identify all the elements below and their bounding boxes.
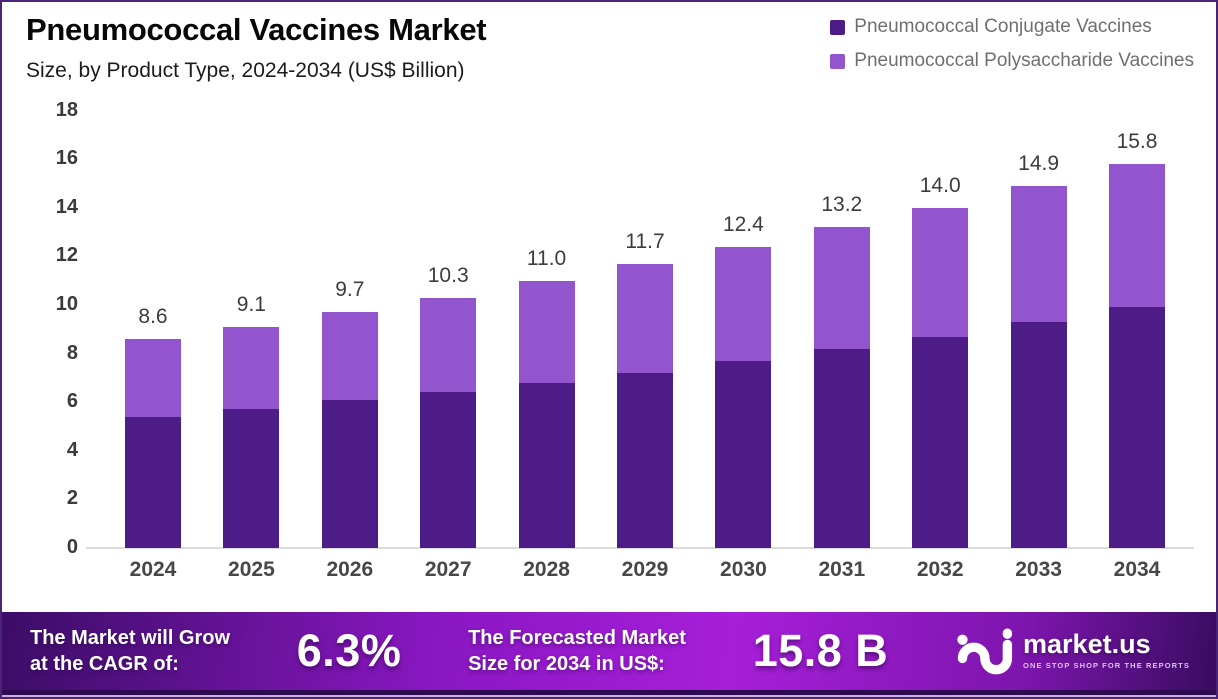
x-axis-label-2028: 2028 bbox=[523, 558, 570, 581]
bar-segment-polysaccharide-2029 bbox=[617, 263, 673, 374]
bar-group-2024 bbox=[125, 339, 181, 548]
cagr-label-line2: at the CAGR of: bbox=[30, 652, 179, 675]
chart-subtitle: Size, by Product Type, 2024-2034 (US$ Bi… bbox=[26, 59, 465, 82]
x-axis-label-2029: 2029 bbox=[621, 558, 669, 581]
bar-segment-conjugate-2024 bbox=[125, 416, 181, 548]
bar-group-2027 bbox=[420, 297, 477, 548]
bar-segment-conjugate-2029 bbox=[617, 373, 673, 548]
y-axis-tick-18: 18 bbox=[55, 98, 78, 121]
x-axis-label-2027: 2027 bbox=[424, 558, 472, 581]
legend: Pneumococcal Conjugate Vaccines Pneumoco… bbox=[830, 16, 1194, 72]
brand-text: market.us ONE STOP SHOP FOR THE REPORTS bbox=[1023, 629, 1190, 671]
bar-group-2031 bbox=[813, 227, 870, 548]
y-axis-tick-2: 2 bbox=[66, 487, 78, 510]
x-axis-label-2032: 2032 bbox=[916, 558, 964, 581]
bar-segment-polysaccharide-2031 bbox=[813, 227, 870, 349]
cagr-label: The Market will Grow at the CAGR of: bbox=[30, 625, 230, 677]
bar-segment-conjugate-2026 bbox=[321, 399, 378, 548]
total-label-2026: 9.7 bbox=[335, 278, 365, 302]
bar-segment-polysaccharide-2024 bbox=[125, 339, 181, 417]
market-us-brand: market.us ONE STOP SHOP FOR THE REPORTS bbox=[955, 627, 1190, 675]
bar-segment-conjugate-2027 bbox=[420, 392, 477, 548]
bar-group-2032 bbox=[912, 207, 969, 548]
bar-segment-conjugate-2032 bbox=[912, 336, 969, 548]
bar-group-2028 bbox=[518, 280, 575, 548]
forecast-label-line2: Size for 2034 in US$: bbox=[468, 652, 665, 675]
y-axis-tick-8: 8 bbox=[66, 341, 78, 364]
bar-segment-polysaccharide-2033 bbox=[1010, 185, 1067, 322]
bar-group-2033 bbox=[1010, 185, 1067, 548]
x-axis-line bbox=[86, 547, 1194, 549]
bar-group-2026 bbox=[321, 312, 378, 548]
y-axis-tick-10: 10 bbox=[55, 293, 78, 315]
total-label-2028: 11.0 bbox=[526, 246, 567, 270]
bar-group-2034 bbox=[1109, 164, 1165, 548]
brand-name: market.us bbox=[1023, 629, 1151, 659]
legend-label-conjugate: Pneumococcal Conjugate Vaccines bbox=[854, 16, 1152, 37]
page-title: Pneumococcal Vaccines Market bbox=[26, 12, 487, 47]
bar-segment-conjugate-2028 bbox=[518, 382, 575, 548]
forecast-label: The Forecasted Market Size for 2034 in U… bbox=[468, 625, 686, 677]
bar-segment-conjugate-2031 bbox=[813, 348, 870, 548]
y-axis-tick-14: 14 bbox=[55, 195, 78, 218]
total-label-2034: 15.8 bbox=[1116, 130, 1158, 154]
market-us-logo-icon bbox=[957, 628, 1013, 674]
bar-segment-polysaccharide-2032 bbox=[912, 207, 969, 337]
bottom-banner: The Market will Grow at the CAGR of: 6.3… bbox=[2, 612, 1216, 697]
cagr-value: 6.3% bbox=[296, 624, 402, 676]
legend-label-polysaccharide: Pneumococcal Polysaccharide Vaccines bbox=[854, 50, 1194, 71]
banner-bottom-light-strip bbox=[2, 695, 1216, 697]
y-axis-tick-4: 4 bbox=[66, 438, 78, 461]
total-label-2029: 11.7 bbox=[625, 229, 665, 253]
legend-swatch-polysaccharide bbox=[830, 53, 846, 69]
total-label-2033: 14.9 bbox=[1018, 151, 1060, 175]
bar-segment-polysaccharide-2026 bbox=[321, 312, 378, 400]
y-axis-tick-12: 12 bbox=[55, 244, 78, 267]
y-axis-tick-6: 6 bbox=[66, 390, 78, 413]
forecast-label-line1: The Forecasted Market bbox=[468, 626, 686, 649]
forecast-value: 15.8 B bbox=[752, 624, 889, 676]
bar-segment-polysaccharide-2027 bbox=[420, 297, 477, 393]
total-label-2031: 13.2 bbox=[821, 193, 863, 217]
legend-item-conjugate: Pneumococcal Conjugate Vaccines bbox=[830, 16, 1194, 38]
x-axis-label-2025: 2025 bbox=[228, 558, 275, 581]
banner-bottom-dark-strip bbox=[2, 690, 1216, 695]
bar-segment-conjugate-2034 bbox=[1109, 307, 1165, 548]
legend-swatch-conjugate bbox=[830, 19, 846, 35]
bar-segment-polysaccharide-2030 bbox=[715, 246, 772, 361]
bar-group-2025 bbox=[223, 326, 280, 548]
bar-group-2030 bbox=[715, 246, 772, 548]
bar-segment-conjugate-2030 bbox=[715, 360, 772, 548]
x-axis-label-2034: 2034 bbox=[1113, 558, 1161, 581]
bar-segment-conjugate-2033 bbox=[1010, 322, 1067, 548]
x-axis-label-2031: 2031 bbox=[818, 558, 866, 581]
bar-segment-polysaccharide-2028 bbox=[518, 280, 575, 383]
y-axis-tick-0: 0 bbox=[66, 536, 78, 558]
x-axis-label-2033: 2033 bbox=[1015, 558, 1062, 581]
y-axis-tick-16: 16 bbox=[55, 147, 78, 170]
total-label-2030: 12.4 bbox=[722, 212, 764, 236]
bar-segment-polysaccharide-2025 bbox=[223, 326, 280, 410]
bar-group-2029 bbox=[617, 263, 673, 548]
total-label-2025: 9.1 bbox=[236, 292, 266, 316]
bar-segment-conjugate-2025 bbox=[223, 409, 280, 548]
bar-segment-polysaccharide-2034 bbox=[1109, 164, 1165, 308]
total-label-2024: 8.6 bbox=[138, 305, 168, 329]
total-label-2032: 14.0 bbox=[919, 173, 961, 197]
x-axis-label-2024: 2024 bbox=[129, 558, 177, 581]
x-axis-label-2026: 2026 bbox=[326, 558, 374, 581]
x-axis-label-2030: 2030 bbox=[720, 558, 767, 581]
legend-item-polysaccharide: Pneumococcal Polysaccharide Vaccines bbox=[830, 50, 1194, 72]
total-label-2027: 10.3 bbox=[427, 263, 469, 287]
cagr-label-line1: The Market will Grow bbox=[30, 626, 231, 649]
brand-tagline: ONE STOP SHOP FOR THE REPORTS bbox=[1023, 661, 1190, 670]
